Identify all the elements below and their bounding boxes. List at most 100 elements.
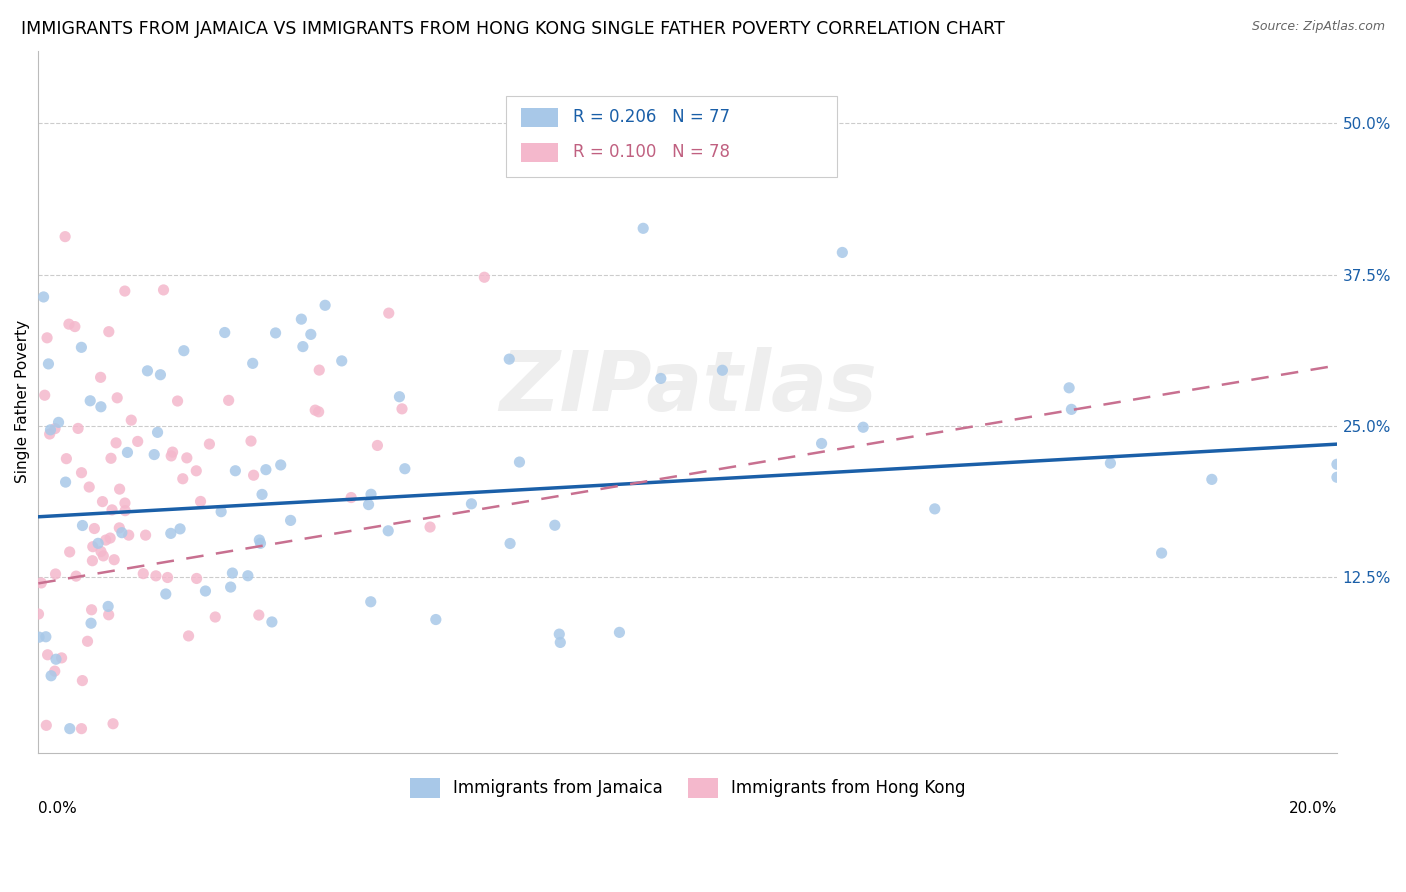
Point bbox=[76, 634, 98, 648]
Point bbox=[198, 437, 221, 451]
Point bbox=[162, 445, 184, 459]
Point bbox=[631, 221, 654, 235]
Point bbox=[39, 669, 62, 683]
Point bbox=[70, 722, 93, 736]
Point bbox=[388, 390, 411, 404]
Point bbox=[249, 536, 271, 550]
Point bbox=[190, 494, 212, 508]
Text: ZIPatlas: ZIPatlas bbox=[499, 347, 876, 428]
Point bbox=[136, 364, 159, 378]
Point bbox=[37, 357, 59, 371]
Text: 0.0%: 0.0% bbox=[38, 801, 77, 815]
Point bbox=[32, 290, 55, 304]
Point bbox=[97, 325, 120, 339]
Point bbox=[105, 436, 128, 450]
Point bbox=[156, 570, 179, 584]
Point bbox=[100, 451, 122, 466]
Point bbox=[425, 613, 447, 627]
Point bbox=[508, 455, 530, 469]
Point bbox=[250, 487, 273, 501]
Point bbox=[264, 326, 287, 340]
Point bbox=[143, 448, 166, 462]
Point bbox=[291, 340, 314, 354]
Point bbox=[38, 427, 60, 442]
Point bbox=[1060, 402, 1083, 417]
Point bbox=[90, 400, 112, 414]
Point bbox=[360, 595, 382, 609]
Point bbox=[308, 405, 330, 419]
Point bbox=[114, 284, 136, 298]
Point bbox=[44, 566, 66, 581]
Point bbox=[103, 552, 125, 566]
Point bbox=[366, 438, 388, 452]
Point bbox=[55, 475, 77, 489]
Point bbox=[609, 625, 631, 640]
Point bbox=[460, 497, 482, 511]
Point bbox=[340, 491, 363, 505]
Text: 20.0%: 20.0% bbox=[1288, 801, 1337, 815]
Point bbox=[27, 607, 49, 621]
Point bbox=[72, 518, 94, 533]
Point bbox=[94, 533, 117, 547]
Point bbox=[218, 393, 240, 408]
Point bbox=[132, 566, 155, 581]
Point bbox=[44, 664, 66, 678]
Point bbox=[544, 518, 567, 533]
Text: Source: ZipAtlas.com: Source: ZipAtlas.com bbox=[1251, 20, 1385, 33]
Point bbox=[70, 466, 93, 480]
Point bbox=[1150, 546, 1173, 560]
Point bbox=[173, 343, 195, 358]
Point bbox=[114, 503, 136, 517]
Point bbox=[419, 520, 441, 534]
Point bbox=[146, 425, 169, 440]
Point bbox=[254, 463, 277, 477]
Point bbox=[83, 522, 105, 536]
Point bbox=[186, 571, 208, 585]
Point bbox=[330, 354, 353, 368]
Point bbox=[290, 312, 312, 326]
Point bbox=[53, 229, 76, 244]
Point bbox=[79, 393, 101, 408]
Point bbox=[44, 421, 66, 435]
Point bbox=[711, 363, 734, 377]
Point bbox=[118, 528, 141, 542]
Point bbox=[28, 630, 51, 644]
FancyBboxPatch shape bbox=[522, 143, 558, 162]
Point bbox=[87, 536, 110, 550]
Point bbox=[72, 673, 94, 688]
Point bbox=[48, 416, 70, 430]
Point bbox=[176, 450, 198, 465]
Point bbox=[80, 616, 103, 631]
Point bbox=[391, 401, 413, 416]
Point bbox=[1326, 457, 1348, 471]
Point bbox=[357, 498, 380, 512]
Legend: Immigrants from Jamaica, Immigrants from Hong Kong: Immigrants from Jamaica, Immigrants from… bbox=[404, 772, 973, 805]
Text: R = 0.100   N = 78: R = 0.100 N = 78 bbox=[574, 144, 730, 161]
Point bbox=[45, 652, 67, 666]
Point bbox=[548, 627, 571, 641]
Point bbox=[114, 496, 136, 510]
Point bbox=[498, 352, 520, 367]
Point bbox=[280, 513, 302, 527]
FancyBboxPatch shape bbox=[522, 108, 558, 128]
Point bbox=[91, 549, 114, 563]
Point bbox=[172, 472, 194, 486]
Point bbox=[37, 648, 59, 662]
Point bbox=[499, 536, 522, 550]
Point bbox=[59, 545, 82, 559]
Point bbox=[852, 420, 875, 434]
Point bbox=[98, 531, 121, 545]
Point bbox=[160, 449, 183, 463]
Point bbox=[219, 580, 242, 594]
Point bbox=[135, 528, 157, 542]
Point bbox=[472, 270, 495, 285]
Point bbox=[650, 371, 672, 385]
Point bbox=[1057, 381, 1080, 395]
Point bbox=[55, 451, 77, 466]
Point bbox=[242, 468, 264, 483]
Point bbox=[304, 403, 326, 417]
Point bbox=[70, 340, 93, 354]
Point bbox=[247, 608, 270, 623]
Point bbox=[360, 487, 382, 501]
Point bbox=[299, 327, 322, 342]
